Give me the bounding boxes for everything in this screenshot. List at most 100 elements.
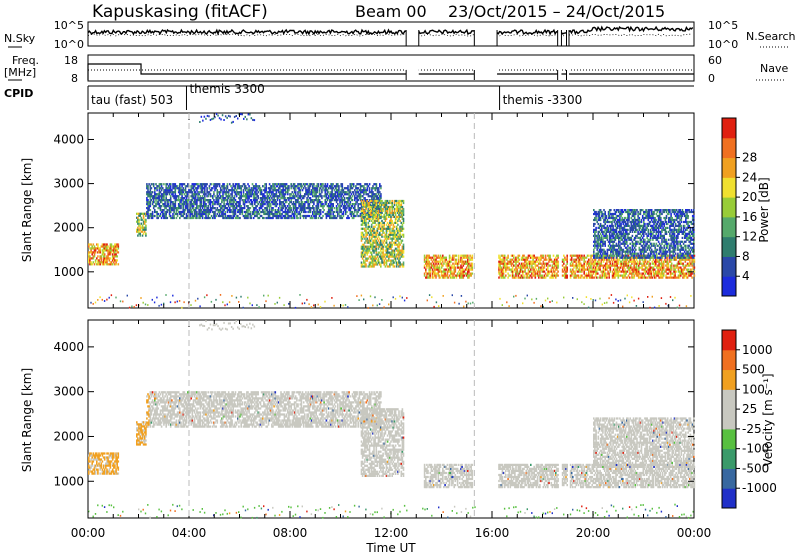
power-cell-418 <box>160 187 163 190</box>
power-cell-3294 <box>391 205 393 209</box>
power-cell-4909 <box>659 274 662 277</box>
power-cell-3455 <box>400 251 403 254</box>
power-cell-4304 <box>570 260 573 263</box>
power-cell-3793 <box>463 262 466 265</box>
power-cell-1952 <box>308 197 311 200</box>
power-cell-3140 <box>384 253 387 256</box>
power-cell-1297 <box>244 210 247 214</box>
power-cell-4274 <box>565 276 567 279</box>
power-cell-4617 <box>616 258 618 261</box>
power-cell-152 <box>111 259 114 262</box>
power-cell-1963 <box>309 201 312 204</box>
power-cell-644 <box>182 197 184 200</box>
power-cell-1441 <box>259 210 262 214</box>
power-cell-2036 <box>316 205 319 208</box>
power-cell-278 <box>147 209 149 212</box>
power-cell-4880 <box>655 262 657 265</box>
power-cell-2060 <box>318 210 321 214</box>
power-cell-907 <box>205 203 207 206</box>
power-cell-2078 <box>319 187 322 190</box>
power-cell-2876 <box>369 203 372 207</box>
power-cell-409 <box>160 210 163 214</box>
power-cell-110 <box>105 245 107 248</box>
power-cell-1302 <box>244 193 247 196</box>
power-cell-3965 <box>514 264 516 267</box>
power-cell-456 <box>165 216 167 220</box>
power-cell-3164 <box>385 249 388 252</box>
power-cell-4043 <box>525 264 528 267</box>
power-cell-3892 <box>502 274 505 277</box>
power-cell-1236 <box>238 191 240 194</box>
power-cell-394 <box>158 187 161 190</box>
power-cell-2237 <box>337 209 339 212</box>
power-cell-1859 <box>299 212 302 216</box>
power-cell-814 <box>197 191 199 194</box>
power-cell-1260 <box>240 193 242 196</box>
power-cell-1843 <box>297 187 299 190</box>
power-cell-4931 <box>661 270 664 273</box>
power-cell-4789 <box>641 266 643 269</box>
power-cell-1800 <box>293 212 296 216</box>
power-cell-2965 <box>374 221 376 224</box>
power-cell-2782 <box>365 235 367 238</box>
power-cell-3662 <box>444 272 446 275</box>
power-cell-1676 <box>281 195 283 198</box>
freq-left-label-2: [MHz] <box>4 66 36 79</box>
power-cell-241 <box>142 222 145 225</box>
power-cell-2336 <box>347 197 349 200</box>
power-cell-4929 <box>661 274 664 277</box>
power-cell-732 <box>190 191 192 194</box>
power-cell-4828 <box>647 268 649 271</box>
power-cell-1014 <box>216 191 219 194</box>
power-cell-151 <box>111 263 114 266</box>
power-cell-785 <box>194 203 197 206</box>
power-cell-3694 <box>448 260 451 263</box>
power-cell-3528 <box>425 256 427 259</box>
power-cell-1448 <box>259 191 262 194</box>
power-cell-4314 <box>573 276 575 279</box>
power-cell-3568 <box>430 262 433 265</box>
power-cell-401 <box>159 205 162 208</box>
power-cell-3256 <box>390 255 392 258</box>
power-cell-482 <box>166 183 169 186</box>
power-cell-1132 <box>227 189 230 192</box>
power-cell-1910 <box>304 195 306 198</box>
power-cell-4066 <box>528 270 531 273</box>
power-cell-540 <box>172 185 174 188</box>
power-cell-3202 <box>386 211 389 214</box>
power-cell-1098 <box>224 187 227 190</box>
power-cell-2916 <box>372 227 374 230</box>
power-cell-1412 <box>256 214 258 218</box>
power-cell-1475 <box>263 210 265 214</box>
power-cell-1840 <box>297 197 299 200</box>
power-cell-2817 <box>367 251 370 254</box>
power-cell-4699 <box>628 270 631 273</box>
power-cell-1919 <box>305 193 307 196</box>
power-cell-518 <box>169 187 172 190</box>
power-cell-2026 <box>315 195 317 198</box>
power-cell-2724 <box>361 215 364 218</box>
power-cell-283 <box>147 199 149 202</box>
power-cell-1462 <box>262 216 264 220</box>
power-cell-1326 <box>247 195 249 198</box>
power-cell-190 <box>117 263 120 266</box>
power-cell-4457 <box>593 276 596 279</box>
power-cell-1300 <box>244 197 247 200</box>
power-cell-2457 <box>359 183 362 186</box>
power-cell-3788 <box>462 260 465 263</box>
power-cell-3487 <box>401 215 404 218</box>
power-cell-3774 <box>461 270 463 273</box>
power-cell-2752 <box>364 263 366 266</box>
power-cell-754 <box>192 207 195 210</box>
power-cell-1837 <box>297 207 299 210</box>
power-cell-616 <box>180 201 182 204</box>
power-cell-4058 <box>527 270 530 273</box>
power-cell-567 <box>174 185 177 188</box>
power-cell-4253 <box>557 254 559 257</box>
power-cell-4042 <box>525 266 528 269</box>
power-cell-3904 <box>503 266 506 269</box>
power-cell-4795 <box>642 268 645 271</box>
power-cell-559 <box>174 201 177 204</box>
power-cell-3817 <box>467 262 469 265</box>
power-cell-2387 <box>352 214 355 218</box>
